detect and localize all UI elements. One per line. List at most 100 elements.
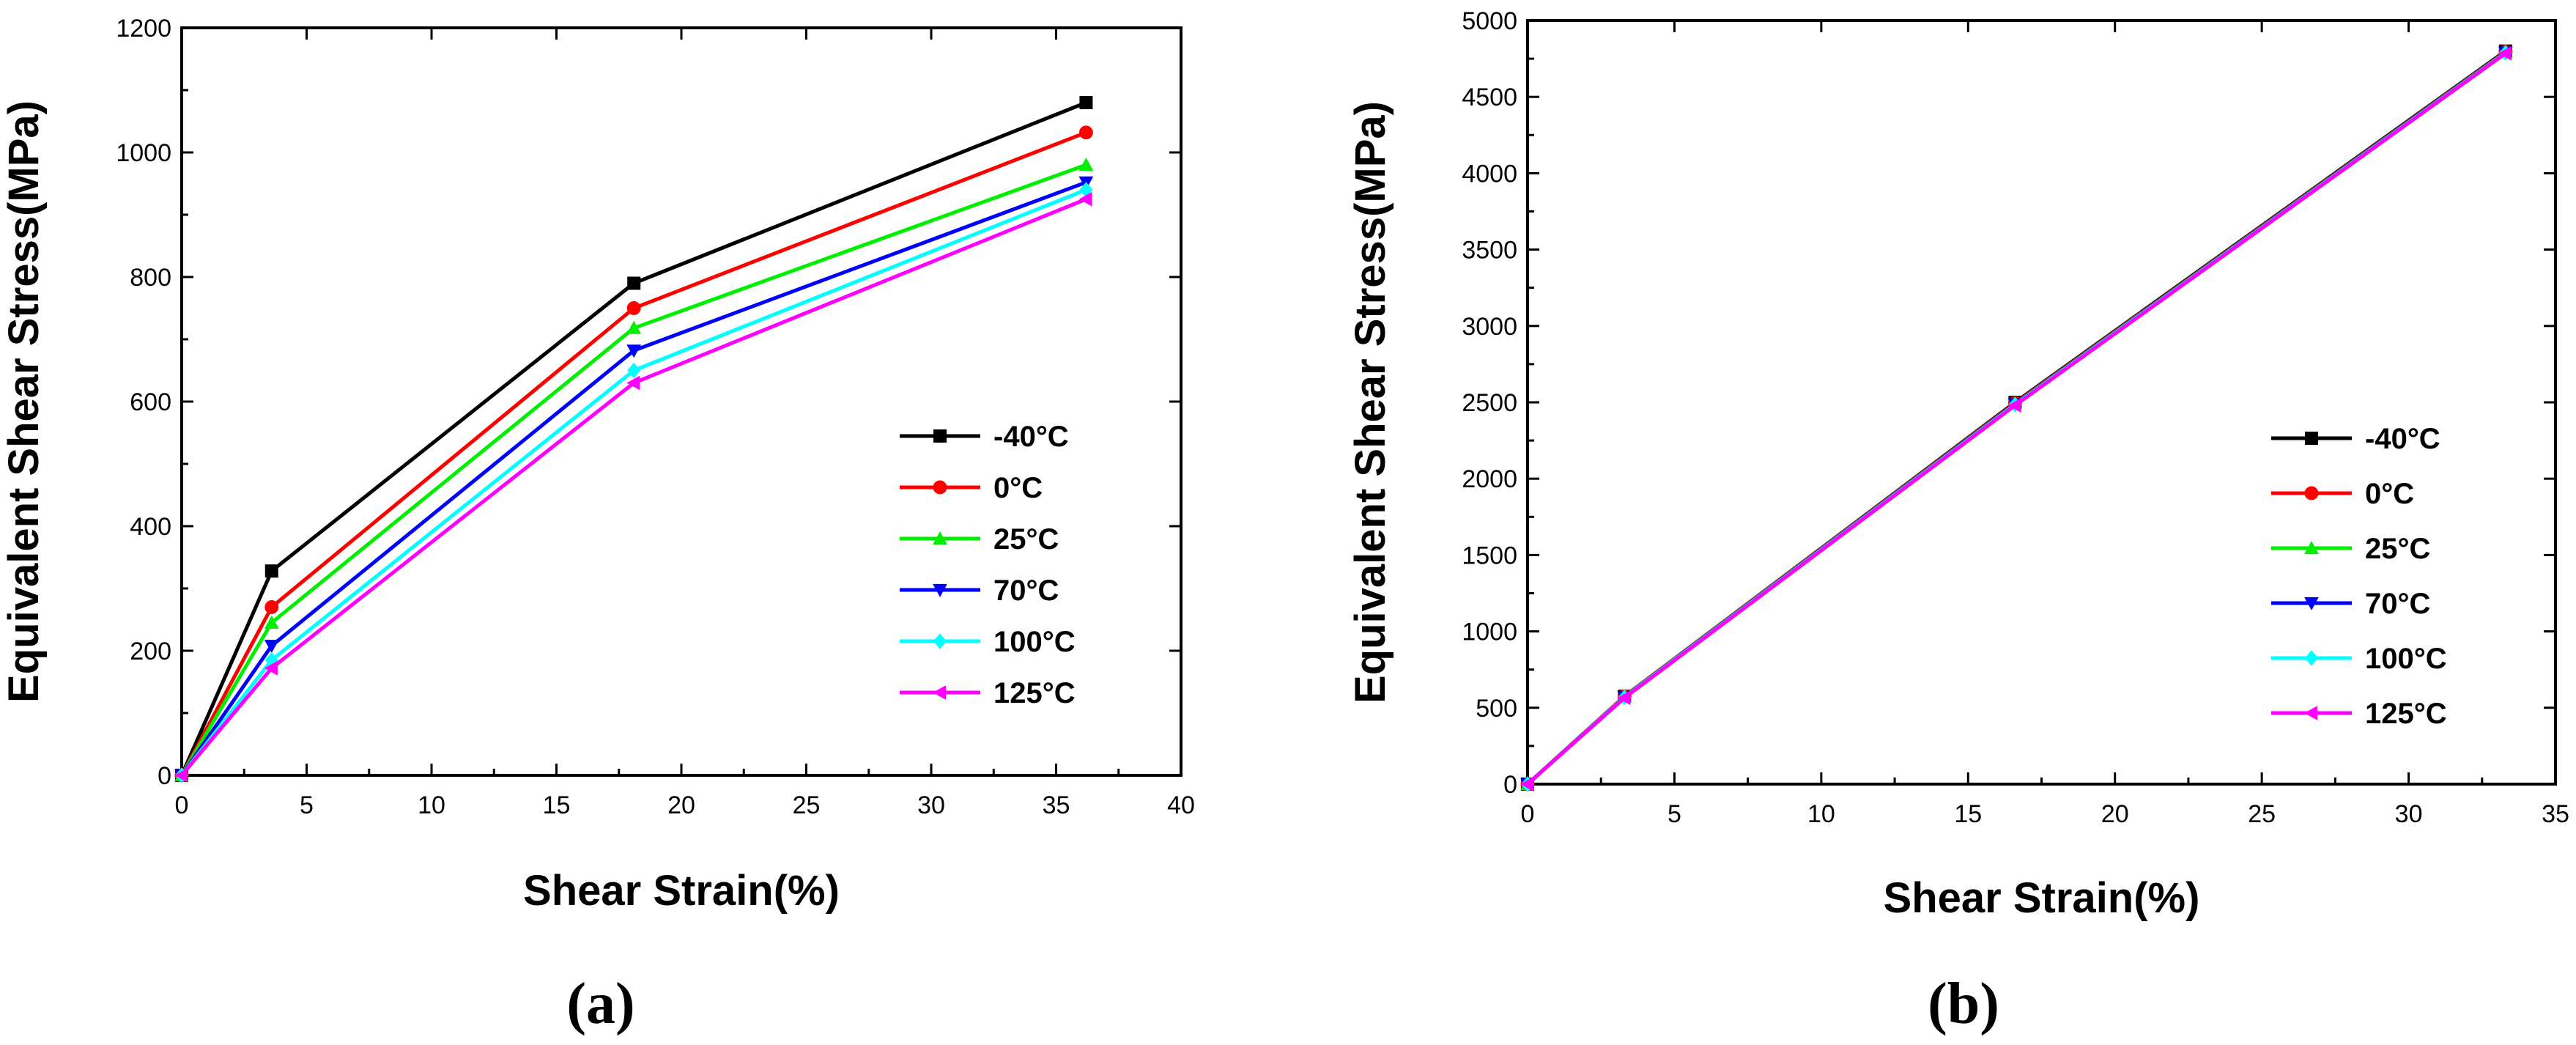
y-axis-title: Equivalent Shear Stress(MPa) xyxy=(1347,101,1394,704)
legend-label-70: 70°C xyxy=(2365,588,2430,620)
data-point-100 xyxy=(264,651,278,668)
data-point--40 xyxy=(264,564,278,578)
legend-marker-0 xyxy=(2304,486,2319,501)
x-tick-label: 20 xyxy=(2101,800,2129,828)
legend-marker-25 xyxy=(933,531,947,545)
panel-label-b: (b) xyxy=(1928,972,1999,1036)
data-point-125 xyxy=(1617,690,1631,706)
legend-label--40: -40°C xyxy=(993,421,1069,453)
x-tick-label: 5 xyxy=(300,791,314,819)
legend-label-0: 0°C xyxy=(2365,478,2414,510)
y-tick-label: 800 xyxy=(130,264,171,292)
y-axis-title: Equivalent Shear Stress(MPa) xyxy=(0,100,48,703)
legend-marker-0 xyxy=(933,480,947,495)
x-tick-label: 5 xyxy=(1668,800,1681,828)
x-tick-label: 15 xyxy=(543,791,571,819)
plot-frame xyxy=(180,26,1182,777)
legend-marker--40 xyxy=(2305,432,2318,445)
y-tick-label: 1000 xyxy=(116,139,171,167)
series-line-100 xyxy=(1526,51,2507,786)
y-tick-label: 2000 xyxy=(1462,465,1517,493)
y-tick-label: 500 xyxy=(1476,695,1517,723)
y-tick-label: 1200 xyxy=(116,15,171,43)
chart-panel-b: 0 5 10 15 20 25 30 35 0 500 1000 1500 2000 2500 3000 35… xyxy=(1347,7,2569,922)
legend-label-25: 25°C xyxy=(2365,533,2430,565)
legend-marker-125 xyxy=(933,685,947,700)
legend-label-70: 70°C xyxy=(993,575,1059,607)
series-line-70 xyxy=(1526,51,2507,786)
legend-label-125: 125°C xyxy=(993,677,1076,709)
x-tick-label: 35 xyxy=(1043,791,1070,819)
data-point-0 xyxy=(626,301,641,315)
y-tick-label: 0 xyxy=(1503,771,1517,799)
x-tick-label: 30 xyxy=(2395,800,2423,828)
y-tick-label: 0 xyxy=(158,762,171,790)
series-line-125 xyxy=(1526,51,2507,786)
legend-marker--40 xyxy=(933,429,947,443)
data-point-25 xyxy=(1078,158,1094,171)
series-line--40 xyxy=(1526,49,2507,786)
data-point-25 xyxy=(626,320,642,334)
data-point-70 xyxy=(264,640,279,654)
data-point-70 xyxy=(626,344,642,358)
x-axis-title: Shear Strain(%) xyxy=(1884,874,2200,922)
y-tick-label: 1500 xyxy=(1462,542,1517,569)
legend-marker-70 xyxy=(2304,597,2319,610)
series-line-25 xyxy=(1526,51,2507,786)
data-point-125 xyxy=(1078,191,1092,207)
x-tick-label: 0 xyxy=(1521,800,1535,828)
x-tick-label: 10 xyxy=(1807,800,1835,828)
data-point--40 xyxy=(627,276,641,290)
y-tick-label: 600 xyxy=(130,388,171,416)
data-point-125 xyxy=(174,768,188,783)
legend-label-125: 125°C xyxy=(2365,698,2447,730)
chart-panel-a: 0 5 10 15 20 25 30 35 40020040060080010001200She… xyxy=(0,15,1195,915)
data-point-0 xyxy=(264,600,279,614)
y-tick-label: 400 xyxy=(130,513,171,541)
series-line-0 xyxy=(1526,50,2507,786)
legend-marker-125 xyxy=(2304,706,2318,720)
x-axis-title: Shear Strain(%) xyxy=(523,867,840,915)
legend-marker-100 xyxy=(933,633,947,649)
series-line--40 xyxy=(179,100,1087,777)
legend-label-100: 100°C xyxy=(993,626,1076,658)
series-line-100 xyxy=(180,188,1087,777)
data-point-125 xyxy=(1520,777,1534,791)
data-point-125 xyxy=(2007,398,2021,413)
legend-label-100: 100°C xyxy=(2365,643,2447,675)
legend-label-25: 25°C xyxy=(993,523,1059,555)
data-point-125 xyxy=(264,660,278,676)
legend-label-0: 0°C xyxy=(993,472,1043,504)
legend-marker-25 xyxy=(2304,541,2319,555)
y-tick-label: 5000 xyxy=(1462,7,1517,35)
legend-marker-70 xyxy=(933,583,947,597)
x-tick-label: 40 xyxy=(1167,791,1195,819)
y-tick-label: 4000 xyxy=(1462,160,1517,188)
series-line-70 xyxy=(179,180,1087,777)
x-tick-label: 25 xyxy=(2248,800,2276,828)
data-point-0 xyxy=(1078,125,1093,140)
data-point-125 xyxy=(626,375,640,391)
y-tick-label: 4500 xyxy=(1462,84,1517,111)
data-point-125 xyxy=(2498,45,2512,61)
x-tick-label: 15 xyxy=(1954,800,1982,828)
y-tick-label: 3500 xyxy=(1462,237,1517,265)
y-tick-label: 200 xyxy=(130,638,171,665)
x-tick-label: 10 xyxy=(418,791,445,819)
x-tick-label: 25 xyxy=(793,791,821,819)
x-tick-label: 30 xyxy=(917,791,945,819)
legend-label--40: -40°C xyxy=(2365,423,2440,455)
series-line-125 xyxy=(180,197,1087,777)
x-tick-label: 20 xyxy=(667,791,695,819)
x-tick-label: 0 xyxy=(175,791,189,819)
data-point--40 xyxy=(1079,96,1093,109)
y-tick-label: 2500 xyxy=(1462,389,1517,417)
y-tick-label: 1000 xyxy=(1462,618,1517,646)
y-tick-label: 3000 xyxy=(1462,313,1517,341)
series-line-0 xyxy=(179,130,1087,777)
series-line-25 xyxy=(179,163,1087,777)
legend-marker-100 xyxy=(2305,650,2318,666)
data-point-25 xyxy=(264,615,279,629)
panel-label-a: (a) xyxy=(566,972,634,1036)
